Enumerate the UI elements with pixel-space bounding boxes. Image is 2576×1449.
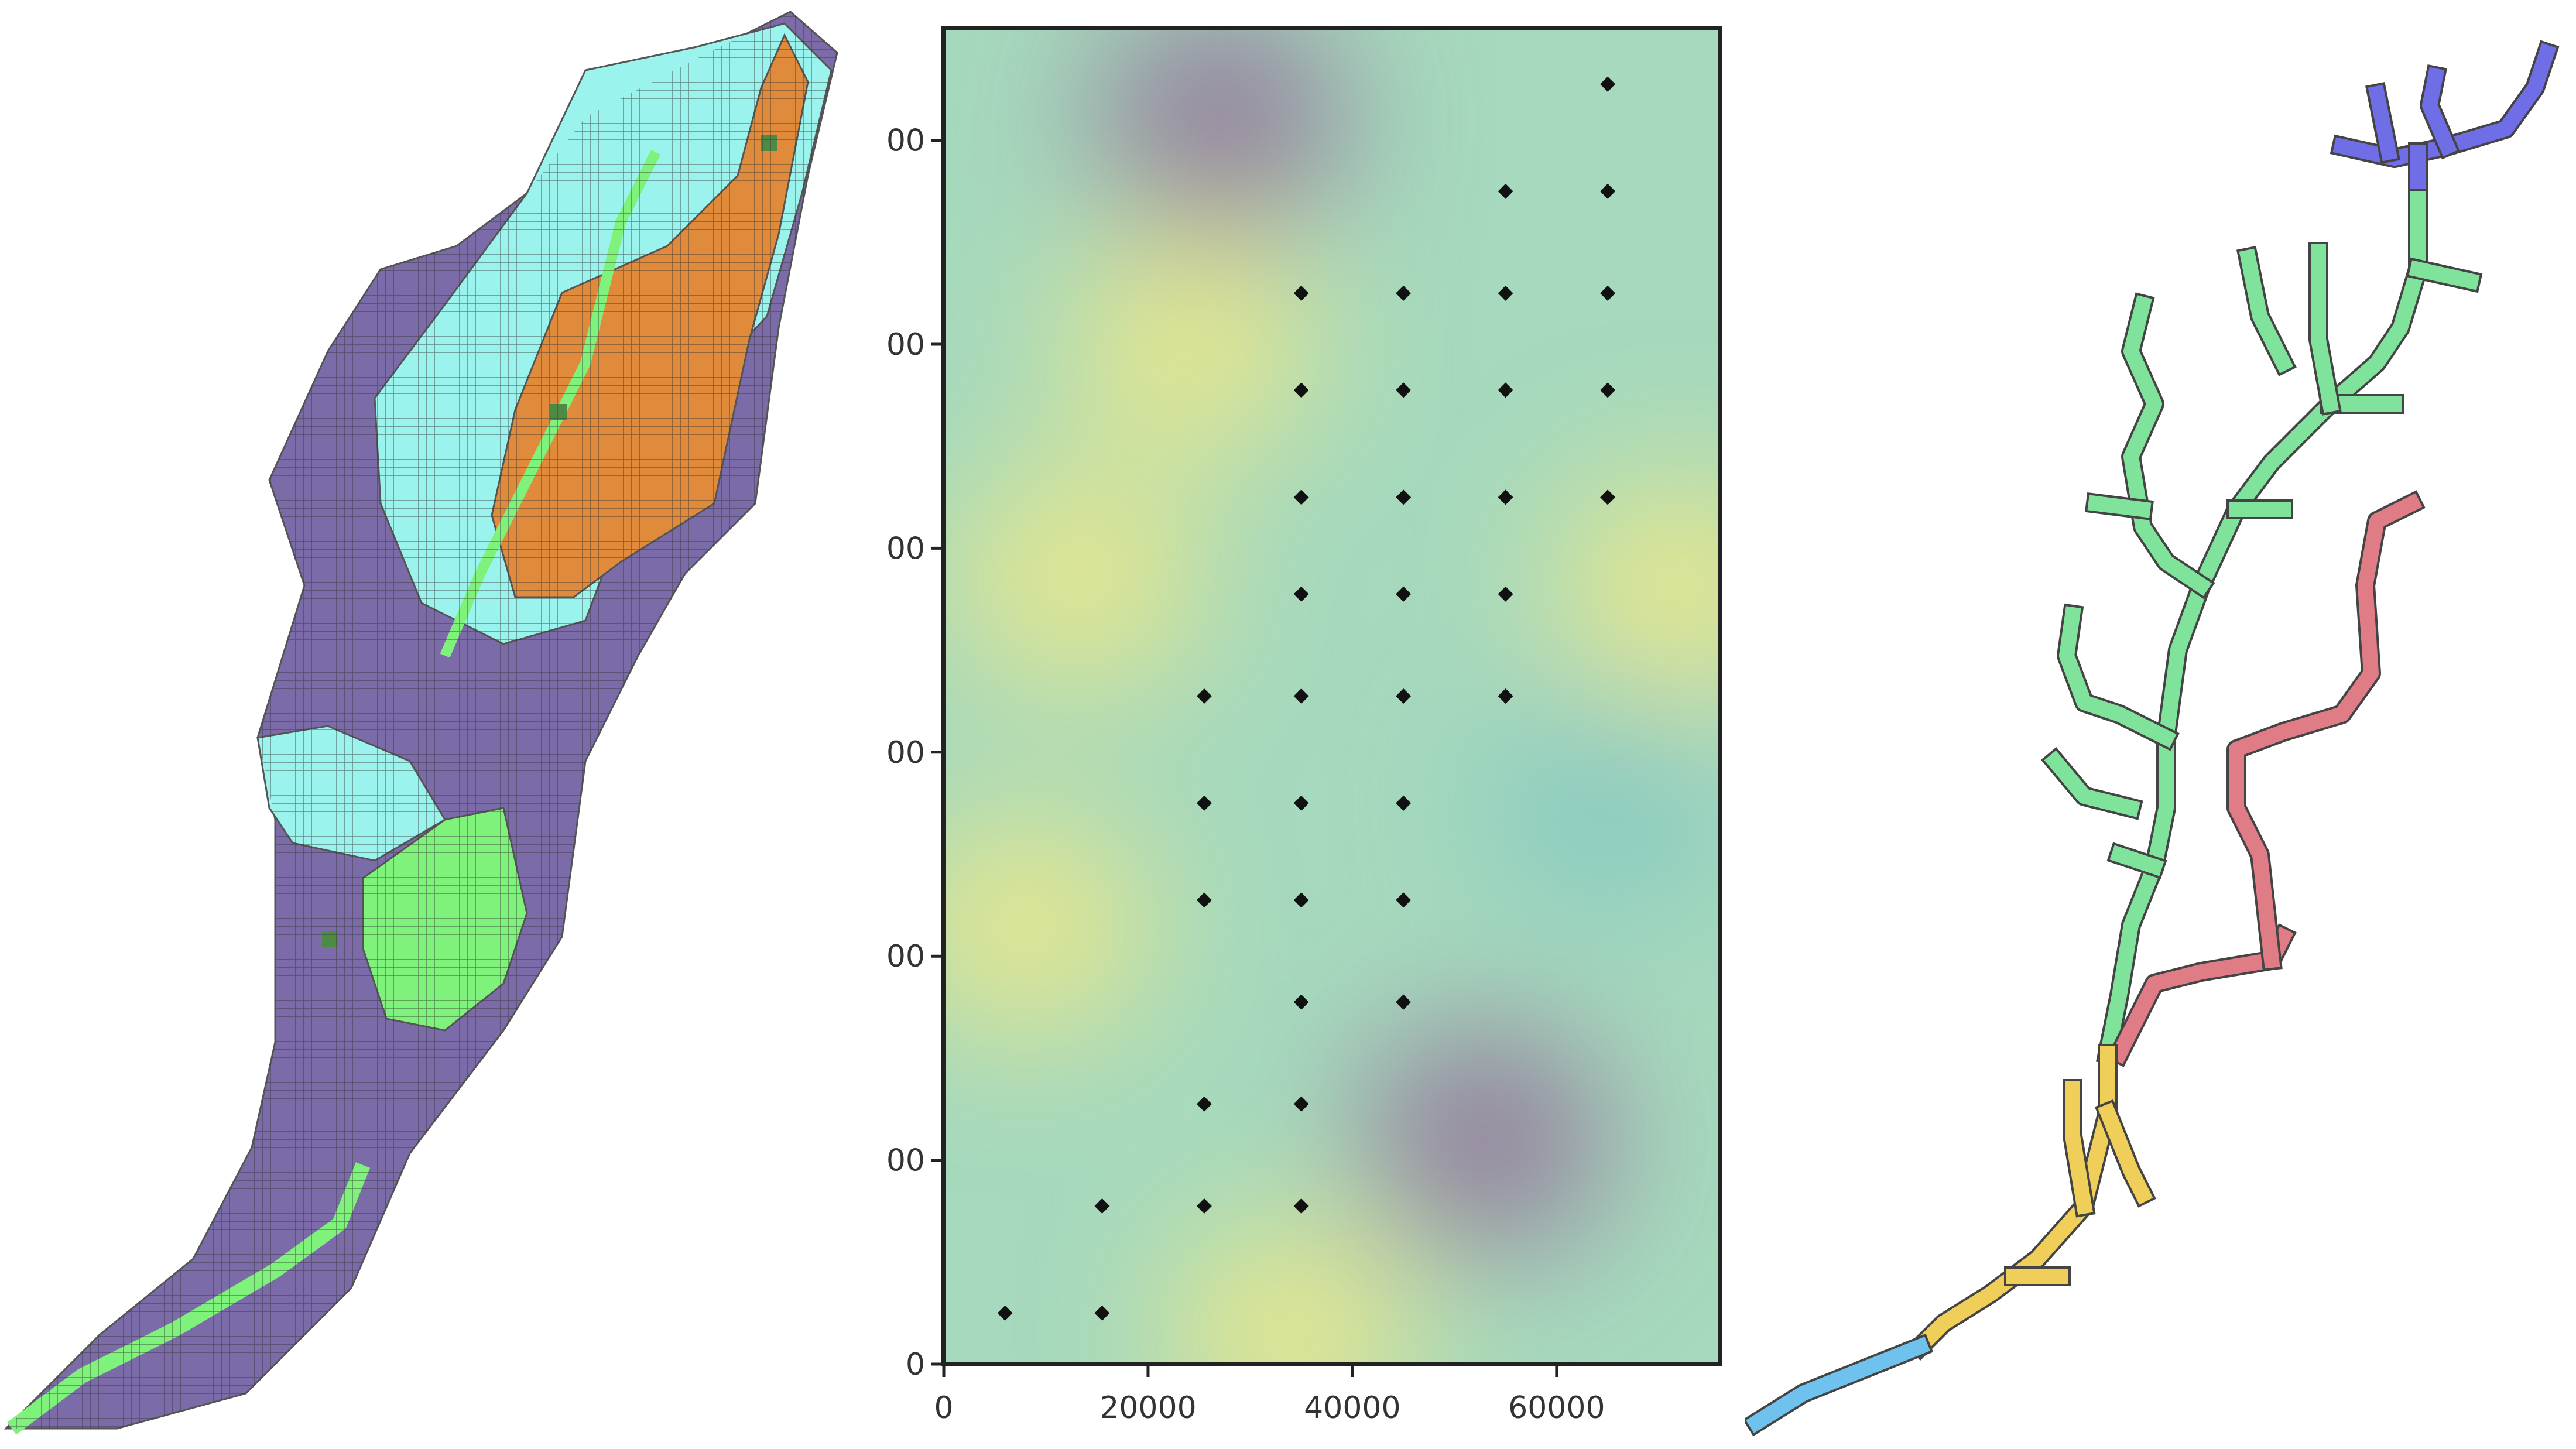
data-point	[1498, 285, 1513, 301]
data-point	[1396, 489, 1412, 505]
data-point	[1196, 1096, 1212, 1112]
data-point	[1293, 382, 1309, 398]
stream-green-trib-3	[2311, 244, 2339, 413]
data-point	[1293, 994, 1309, 1010]
stream-red-upper	[2229, 493, 2423, 969]
field-low-region	[1485, 691, 1720, 914]
data-point	[997, 1305, 1013, 1321]
field-high-region	[1556, 478, 1720, 701]
field-low-region	[1362, 1028, 1608, 1251]
data-point	[1196, 795, 1212, 811]
data-point	[1293, 1198, 1309, 1214]
data-point	[1600, 76, 1616, 92]
field-low-region	[1097, 28, 1343, 231]
y-tick-label: 0	[906, 1347, 925, 1382]
stream-blue-branch-b	[2368, 84, 2398, 162]
stream-green-trib-1	[2409, 260, 2480, 290]
data-point	[1293, 1096, 1309, 1112]
data-point	[1396, 586, 1412, 602]
background-field	[944, 28, 1720, 1364]
data-point	[1600, 489, 1616, 505]
data-point	[1293, 795, 1309, 811]
x-tick-label: 20000	[1099, 1390, 1196, 1426]
data-point	[1293, 688, 1309, 704]
middle-scatter-chart: 0 20000 40000 60000 0 00 00 00 00 00 00	[855, 0, 1745, 1449]
data-point	[1396, 892, 1412, 908]
data-point	[1498, 183, 1513, 199]
data-point	[1196, 892, 1212, 908]
data-point	[1396, 285, 1412, 301]
data-point	[1498, 688, 1513, 704]
data-point	[1293, 285, 1309, 301]
data-point	[1396, 688, 1412, 704]
stream-green-trib-6	[2123, 295, 2212, 597]
field-high-region	[1066, 233, 1312, 456]
stream-yellow-trib-1	[2065, 1081, 2093, 1215]
stream-segments	[1745, 40, 2560, 1437]
data-point	[1600, 382, 1616, 398]
stream-green-trib-8	[2059, 606, 2177, 748]
stream-network-svg	[1745, 40, 2560, 1437]
data-point	[1196, 1198, 1212, 1214]
stream-green-trib-4	[2239, 248, 2294, 374]
field-high-region	[944, 814, 1149, 1037]
data-point	[1600, 183, 1616, 199]
data-point	[1094, 1198, 1110, 1214]
x-tick-label: 0	[934, 1390, 953, 1426]
stream-yellow-trib-2	[2098, 1102, 2153, 1205]
right-stream-network	[1745, 0, 2576, 1449]
stream-green-trib-10	[2109, 845, 2164, 876]
stream-green-trib-7	[2087, 495, 2152, 518]
stream-blue-branch-a	[2422, 67, 2458, 157]
map-cell-grid	[6, 12, 837, 1429]
data-point	[1196, 688, 1212, 704]
x-tick-label: 60000	[1508, 1390, 1605, 1426]
x-tick-label: 40000	[1304, 1390, 1400, 1426]
y-tick-label: 00	[886, 735, 925, 770]
data-point	[1094, 1305, 1110, 1321]
y-tick-label: 00	[886, 124, 925, 159]
data-point	[1396, 382, 1412, 398]
stream-light-blue	[1746, 1337, 1930, 1433]
data-points	[997, 76, 1616, 1321]
field-high-region	[1168, 1222, 1414, 1364]
data-point	[1498, 586, 1513, 602]
y-tick-label: 00	[886, 327, 925, 362]
y-tick-label: 00	[886, 939, 925, 974]
data-point	[1498, 382, 1513, 398]
y-tick-label: 00	[886, 1143, 925, 1179]
data-point	[1498, 489, 1513, 505]
data-point	[1396, 795, 1412, 811]
stream-green-trib-9	[2044, 750, 2140, 817]
data-point	[1293, 892, 1309, 908]
left-geology-map	[0, 0, 843, 1449]
data-point	[1600, 285, 1616, 301]
plot-frame	[941, 26, 1722, 1366]
data-point	[1396, 994, 1412, 1010]
left-map-svg	[4, 11, 838, 1435]
data-point	[1293, 489, 1309, 505]
field-high-region	[953, 467, 1200, 690]
y-tick-label: 00	[886, 531, 925, 566]
data-point	[1293, 586, 1309, 602]
